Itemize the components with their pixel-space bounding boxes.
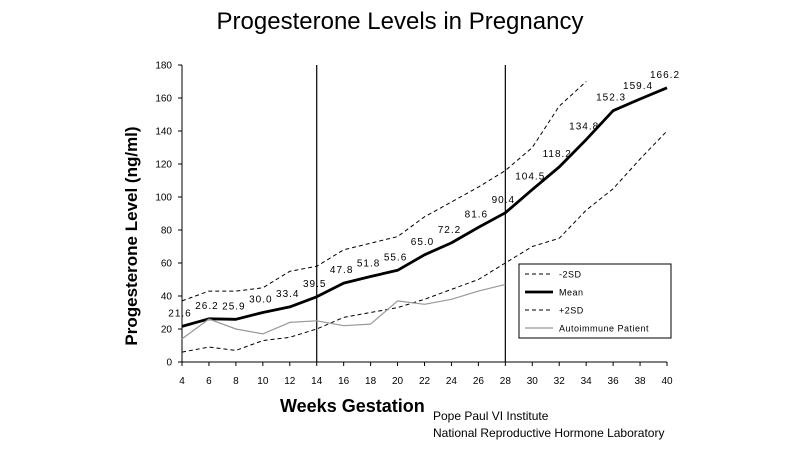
y-tick-label: 20 <box>161 325 173 336</box>
mean-data-label: 166.2 <box>650 70 680 81</box>
mean-data-label: 72.2 <box>438 225 461 236</box>
x-tick-label: 10 <box>257 376 269 387</box>
chart-title: Progesterone Levels in Pregnancy <box>216 8 584 35</box>
mean-data-label: 159.4 <box>623 81 653 92</box>
x-tick-label: 22 <box>419 376 431 387</box>
legend-label: +2SD <box>559 306 584 316</box>
y-tick-label: 100 <box>155 193 172 204</box>
x-tick-label: 28 <box>500 376 512 387</box>
mean-data-label: 33.4 <box>276 289 299 300</box>
mean-data-label: 26.2 <box>195 301 218 312</box>
series-autoimmune-patient-line <box>181 283 506 340</box>
y-tick-label: 180 <box>155 61 172 72</box>
mean-data-label: 118.2 <box>543 149 572 160</box>
x-tick-label: 6 <box>206 376 212 387</box>
series-mean-line <box>181 86 668 328</box>
legend-label: Autoimmune Patient <box>559 324 649 334</box>
mean-data-label: 152.3 <box>596 93 626 104</box>
x-tick-label: 38 <box>634 376 646 387</box>
x-tick-label: 36 <box>608 376 620 387</box>
credit-laboratory: National Reproductive Hormone Laboratory <box>433 426 665 440</box>
mean-data-label: 65.0 <box>411 237 434 248</box>
mean-data-label: 21.6 <box>168 308 191 319</box>
legend-label: -2SD <box>559 270 582 280</box>
x-tick-label: 4 <box>179 376 185 387</box>
x-tick-label: 12 <box>284 376 296 387</box>
mean-data-label: 47.8 <box>330 265 353 276</box>
mean-data-label: 25.9 <box>222 301 245 312</box>
y-tick-label: 120 <box>155 160 172 171</box>
x-tick-label: 40 <box>661 376 673 387</box>
credit-institute: Pope Paul VI Institute <box>433 409 549 423</box>
y-tick-label: 40 <box>161 292 173 303</box>
mean-data-label: 104.5 <box>515 172 545 183</box>
x-tick-label: 14 <box>311 376 323 387</box>
y-tick-label: 140 <box>155 127 172 138</box>
legend-label: Mean <box>559 288 584 298</box>
x-tick-label: 24 <box>446 376 458 387</box>
mean-data-label: 30.0 <box>249 295 272 306</box>
x-tick-label: 26 <box>473 376 485 387</box>
y-tick-label: 160 <box>155 94 172 105</box>
mean-data-label: 90.4 <box>492 195 515 206</box>
x-tick-label: 16 <box>338 376 350 387</box>
x-tick-label: 20 <box>392 376 404 387</box>
x-tick-label: 34 <box>581 376 593 387</box>
series-2sd-line <box>181 81 587 302</box>
x-tick-label: 30 <box>527 376 539 387</box>
y-tick-label: 80 <box>161 226 173 237</box>
x-tick-label: 32 <box>554 376 566 387</box>
x-axis-label: Weeks Gestation <box>280 396 425 416</box>
mean-data-label: 55.6 <box>384 252 407 263</box>
mean-data-label: 81.6 <box>465 209 488 220</box>
mean-data-label: 39.5 <box>303 279 326 290</box>
x-tick-label: 8 <box>233 376 239 387</box>
mean-data-label: 51.8 <box>357 259 380 270</box>
legend-box <box>518 263 672 339</box>
mean-data-label: 134.8 <box>569 122 599 133</box>
x-tick-label: 18 <box>365 376 377 387</box>
y-tick-label: 60 <box>161 259 173 270</box>
y-tick-label: 0 <box>166 358 172 369</box>
